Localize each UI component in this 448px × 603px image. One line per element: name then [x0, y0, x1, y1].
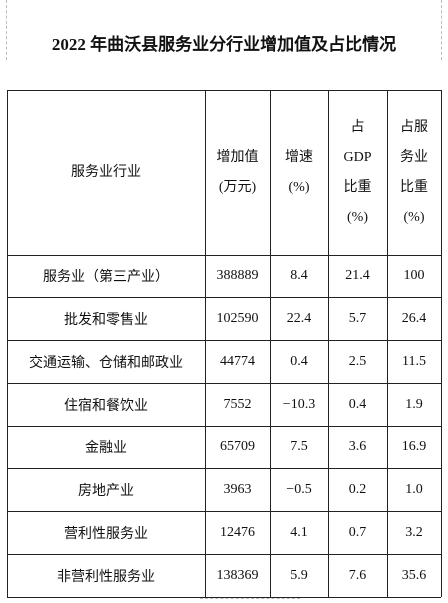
- header-text: (%): [347, 209, 368, 225]
- margin-mark: [441, 0, 448, 60]
- row-border: [7, 297, 441, 299]
- row-border: [7, 382, 441, 384]
- table-cell: 16.9: [401, 439, 427, 455]
- table-cell: 388889: [216, 268, 259, 284]
- table-cell: 1.9: [405, 396, 423, 412]
- header-text: 增加值: [216, 149, 259, 165]
- header-text: (%): [403, 209, 425, 225]
- row-border: [7, 468, 441, 470]
- table-cell: 7.5: [290, 439, 308, 455]
- row-border: [7, 596, 441, 598]
- table-cell: 100: [403, 268, 425, 284]
- table-cell: 21.4: [345, 268, 370, 284]
- column-border: [6, 90, 8, 597]
- table-cell: 26.4: [401, 311, 427, 327]
- row-label: 交通运输、仓储和邮政业: [29, 355, 183, 371]
- row-label: 金融业: [85, 441, 127, 457]
- column-border: [269, 90, 271, 597]
- header-cell: 增加值 (万元): [205, 90, 270, 255]
- table-cell: 12476: [220, 524, 255, 540]
- table-cell: −0.5: [286, 482, 312, 498]
- margin-mark: [200, 598, 300, 603]
- table-cell: 2.5: [348, 353, 367, 369]
- table-cell: 0.2: [348, 482, 367, 498]
- column-border: [327, 90, 329, 597]
- row-border: [7, 425, 441, 427]
- table-cell: 4.1: [290, 524, 308, 540]
- row-label: 非营利性服务业: [57, 569, 155, 585]
- table-cell: 7552: [223, 396, 252, 412]
- row-label: 批发和零售业: [64, 313, 148, 329]
- header-cell: 占 GDP 比重 (%): [328, 90, 387, 255]
- header-text: 务业: [400, 149, 428, 165]
- column-border: [386, 90, 388, 597]
- row-label: 房地产业: [78, 484, 134, 500]
- column-border: [204, 90, 206, 597]
- header-cell: 服务业行业: [7, 90, 205, 255]
- table-cell: 7.6: [348, 567, 367, 583]
- column-border: [440, 90, 442, 597]
- table-cell: 22.4: [286, 311, 312, 327]
- row-border: [7, 89, 441, 91]
- table-cell: 5.9: [290, 567, 308, 583]
- table-cell: 0.4: [290, 353, 308, 369]
- row-border: [7, 254, 441, 256]
- header-text: 增速: [285, 149, 313, 165]
- table-cell: 1.0: [405, 482, 423, 498]
- header-text: 比重: [343, 179, 372, 195]
- table-cell: 35.6: [401, 567, 427, 583]
- header-text: 占: [350, 119, 365, 135]
- table-cell: 138369: [216, 567, 259, 583]
- table-cell: 3963: [223, 482, 252, 498]
- row-border: [7, 340, 441, 341]
- table: 服务业行业 增加值 (万元) 增速 (%) 占 GDP 比重 (%) 占服务业比重 (%) 服务业（第…: [6, 89, 442, 598]
- row-label: 服务业（第三产业）: [43, 270, 169, 286]
- table-cell: 0.7: [348, 524, 367, 540]
- table-cell: 3.2: [405, 524, 423, 540]
- header-text: (%): [288, 179, 310, 195]
- table-cell: 102590: [216, 311, 259, 327]
- table-cell: 8.4: [290, 268, 308, 284]
- header-cell: 增速 (%): [270, 90, 328, 255]
- row-border: [7, 553, 441, 555]
- table-cell: 3.6: [348, 439, 367, 455]
- header-text: 服务业行业: [71, 164, 141, 180]
- table-cell: 11.5: [402, 353, 426, 369]
- header-cell: 占服务业比重 (%): [387, 90, 441, 255]
- header-text: (万元): [218, 179, 257, 195]
- header-text: 比重: [400, 179, 428, 195]
- table-cell: −10.3: [282, 396, 316, 412]
- table-cell: 5.7: [348, 311, 367, 327]
- table-cell: 0.4: [348, 396, 367, 412]
- title: 2022 年曲沃县服务业分行业增加值及占比情况: [51, 35, 397, 54]
- margin-mark: [0, 0, 7, 60]
- row-label: 营利性服务业: [64, 526, 148, 542]
- header-text: 占服: [400, 119, 428, 135]
- row-border: [7, 511, 441, 512]
- header-text: GDP: [343, 149, 372, 165]
- row-label: 住宿和餐饮业: [64, 398, 148, 414]
- table-cell: 44774: [220, 353, 255, 369]
- table-cell: 65709: [220, 439, 255, 455]
